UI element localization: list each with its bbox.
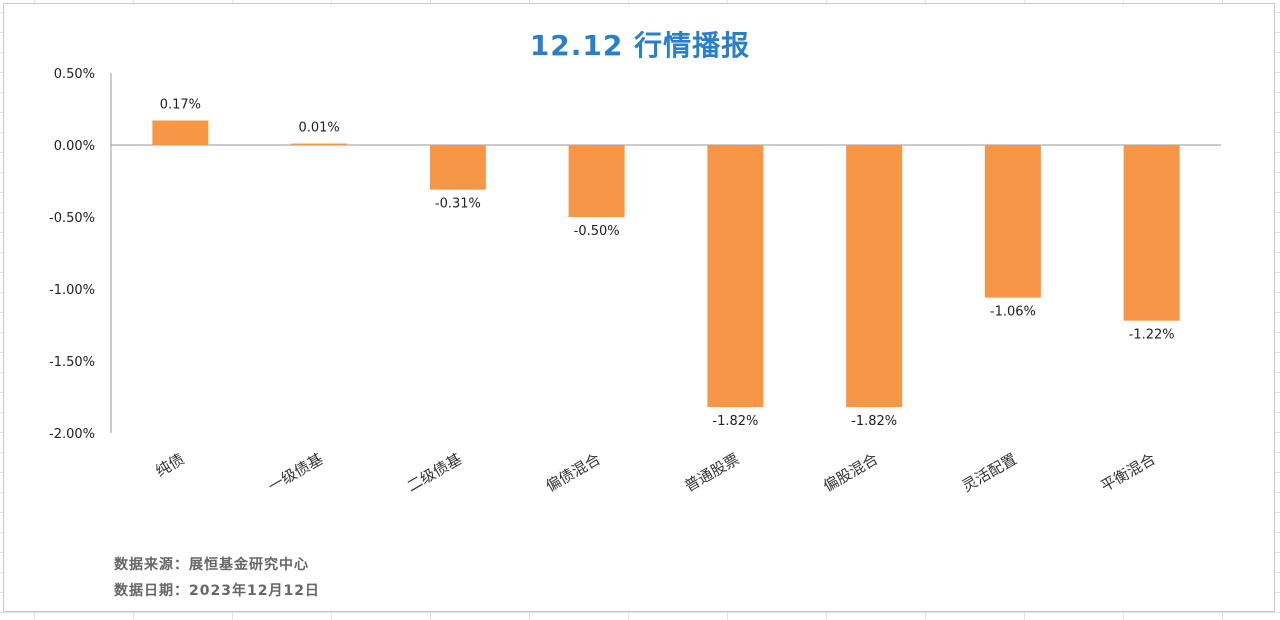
- category-label: 灵活配置: [959, 450, 1020, 496]
- y-tick-label: -1.00%: [49, 283, 95, 298]
- category-label: 偏债混合: [543, 450, 604, 496]
- bar[interactable]: [1123, 145, 1180, 321]
- data-label: -1.82%: [712, 414, 758, 429]
- bar[interactable]: [568, 145, 625, 217]
- category-label: 纯债: [152, 450, 187, 481]
- data-label: -0.50%: [574, 224, 620, 239]
- chart-area[interactable]: 12.12 行情播报 0.50% 0.00% -0.50% -1.00% -1.50% -…: [3, 3, 1275, 612]
- bar[interactable]: [291, 143, 348, 145]
- y-tick-label: 0.50%: [54, 67, 95, 82]
- data-label: 0.17%: [160, 98, 201, 113]
- bar[interactable]: [707, 145, 764, 408]
- data-label: 0.01%: [298, 121, 339, 136]
- data-label: -0.31%: [435, 197, 481, 212]
- category-label: 一级债基: [265, 450, 326, 496]
- data-source-note: 数据来源：展恒基金研究中心: [114, 557, 309, 573]
- data-label: -1.06%: [990, 305, 1036, 320]
- bar-chart: 0.50% 0.00% -0.50% -1.00% -1.50% -2.00% 0.17%…: [49, 67, 1221, 496]
- y-tick-label: -1.50%: [49, 355, 95, 370]
- data-label: -1.82%: [851, 414, 897, 429]
- category-label: 偏股混合: [820, 450, 881, 496]
- bar[interactable]: [984, 145, 1041, 298]
- category-label: 二级债基: [404, 450, 465, 496]
- bar[interactable]: [846, 145, 903, 408]
- bar[interactable]: [429, 145, 486, 190]
- y-tick-label: 0.00%: [54, 139, 95, 154]
- bar[interactable]: [152, 120, 209, 145]
- chart-title: 12.12 行情播报: [529, 29, 751, 62]
- category-label: 普通股票: [681, 450, 742, 496]
- data-label: -1.22%: [1129, 328, 1175, 343]
- data-date-note: 数据日期：2023年12月12日: [114, 583, 320, 599]
- y-tick-label: -2.00%: [49, 427, 95, 442]
- category-label: 平衡混合: [1098, 450, 1159, 496]
- y-tick-label: -0.50%: [49, 211, 95, 226]
